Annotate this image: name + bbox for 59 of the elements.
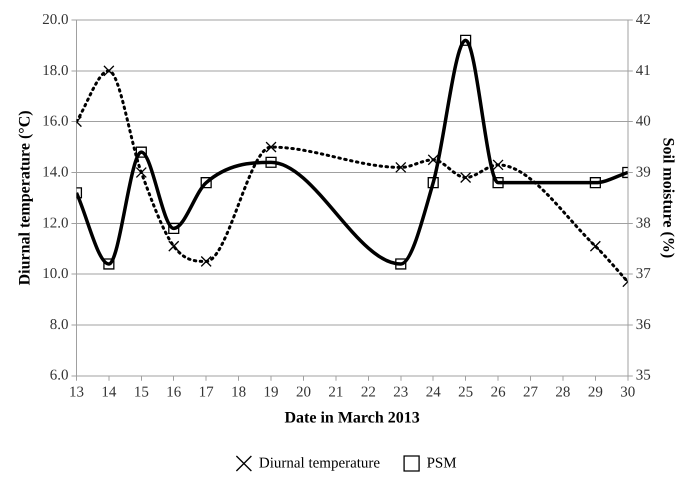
x-tick-label: 20 — [296, 384, 311, 401]
point — [428, 177, 439, 188]
y-tick-label: 18.0 — [42, 62, 68, 79]
y-tick-label: 8.0 — [50, 316, 68, 333]
x-tick-label: 17 — [198, 384, 214, 401]
point — [460, 172, 472, 184]
y2-axis-title: Soil moisture (%) — [659, 138, 676, 258]
y2-tick-label: 37 — [636, 266, 652, 282]
y2-tick-label: 36 — [636, 316, 652, 333]
y2-tick-label: 39 — [636, 164, 651, 180]
y-tick-label: 6.0 — [50, 368, 68, 384]
point — [136, 166, 147, 178]
point — [492, 159, 504, 170]
y-tick-label: 16.0 — [42, 114, 68, 130]
x-tick-label: 22 — [360, 384, 376, 401]
x-tick-label: 15 — [134, 384, 149, 401]
y-tick-label: 10.0 — [42, 266, 68, 282]
point — [265, 156, 277, 168]
point — [590, 240, 601, 252]
x-tick-label: 13 — [68, 384, 84, 401]
point — [103, 65, 114, 76]
legend-label: PSM — [426, 455, 457, 472]
point — [395, 258, 406, 270]
y2-tick-label: 35 — [636, 368, 651, 384]
x-tick-label: 23 — [393, 384, 408, 401]
x-tick-label: 19 — [264, 384, 279, 401]
point — [492, 177, 504, 188]
x-tick-label: 24 — [426, 384, 442, 401]
x-tick-label: 16 — [166, 384, 182, 401]
x-tick-label: 30 — [620, 384, 636, 401]
point — [428, 154, 439, 166]
x-axis-title: Date in March 2013 — [284, 410, 420, 427]
point — [590, 177, 601, 188]
point — [200, 256, 212, 268]
point — [200, 177, 212, 188]
x-tick-label: 25 — [458, 384, 474, 401]
x-tick-label: 29 — [588, 384, 603, 401]
point — [460, 34, 472, 46]
y2-tick-label: 42 — [636, 12, 651, 28]
point — [168, 240, 180, 252]
point — [168, 222, 180, 234]
point — [136, 146, 147, 158]
point — [395, 162, 406, 174]
x-tick-label: 28 — [555, 384, 570, 401]
y2-tick-label: 41 — [636, 62, 651, 79]
point — [103, 258, 114, 270]
x-tick-label: 18 — [231, 384, 246, 401]
legend-label: Diurnal temperature — [258, 455, 380, 472]
x-tick-label: 27 — [523, 384, 539, 401]
y-axis-title: Diurnal temperature (°C) — [16, 110, 34, 286]
y-tick-label: 20.0 — [42, 12, 68, 28]
y-tick-label: 14.0 — [42, 164, 68, 180]
y2-tick-label: 40 — [636, 114, 651, 130]
x-tick-label: 14 — [101, 384, 117, 401]
x-tick-label: 21 — [328, 384, 344, 401]
y2-tick-label: 38 — [636, 215, 651, 232]
point — [265, 141, 277, 153]
x-tick-label: 26 — [490, 384, 506, 401]
y-tick-label: 12.0 — [42, 215, 68, 232]
